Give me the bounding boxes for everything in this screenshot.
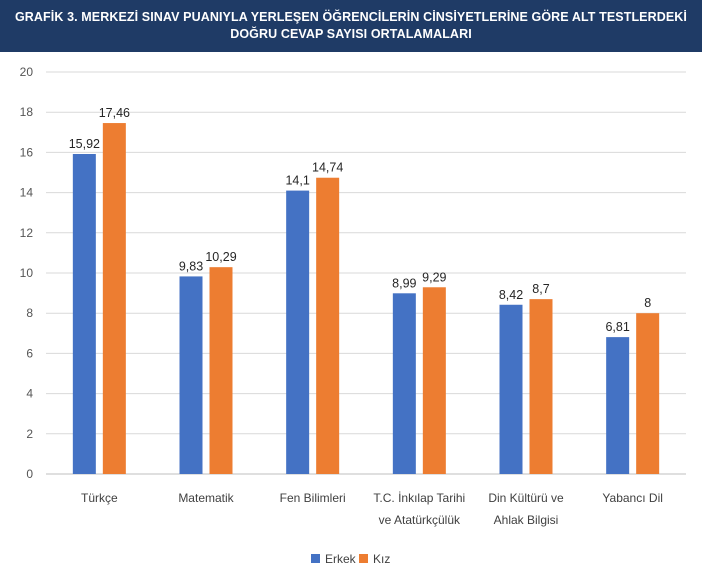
bar xyxy=(636,313,660,474)
x-category-label: T.C. İnkılap Tarihi xyxy=(373,491,465,505)
y-tick-label: 14 xyxy=(20,186,34,200)
y-tick-label: 8 xyxy=(26,306,33,320)
bar xyxy=(499,304,523,474)
y-tick-label: 18 xyxy=(20,105,34,119)
x-category-label: Matematik xyxy=(178,491,234,505)
x-category-label: Türkçe xyxy=(81,491,118,505)
y-tick-label: 4 xyxy=(26,387,33,401)
y-tick-label: 6 xyxy=(26,346,33,360)
data-label: 8,7 xyxy=(532,282,549,296)
legend-label: Kız xyxy=(373,552,390,566)
y-tick-label: 0 xyxy=(26,467,33,481)
legend-swatch xyxy=(311,554,320,563)
data-label: 10,29 xyxy=(205,250,236,264)
x-category-label: Ahlak Bilgisi xyxy=(494,513,559,527)
data-label: 14,74 xyxy=(312,161,343,175)
x-category-label: Fen Bilimleri xyxy=(280,491,346,505)
bar xyxy=(286,190,310,474)
data-label: 6,81 xyxy=(605,320,629,334)
x-category-label: ve Atatürkçülük xyxy=(379,513,461,527)
bar xyxy=(179,276,203,474)
chart-title-line-1: GRAFİK 3. MERKEZİ SINAV PUANIYLA YERLEŞE… xyxy=(14,10,688,24)
data-label: 15,92 xyxy=(69,137,100,151)
data-label: 14,1 xyxy=(285,174,309,188)
y-tick-label: 12 xyxy=(20,226,34,240)
data-label: 8,99 xyxy=(392,276,416,290)
data-label: 17,46 xyxy=(99,106,130,120)
bar xyxy=(209,267,233,474)
bar xyxy=(529,299,553,474)
bar xyxy=(422,287,446,474)
bar xyxy=(102,123,126,474)
chart-title: GRAFİK 3. MERKEZİ SINAV PUANIYLA YERLEŞE… xyxy=(0,0,702,52)
bar xyxy=(72,154,96,474)
data-label: 9,29 xyxy=(422,270,446,284)
chart-title-line-2: DOĞRU CEVAP SAYISI ORTALAMALARI xyxy=(230,27,472,41)
bar xyxy=(606,337,630,474)
bar xyxy=(392,293,416,474)
x-category-label: Yabancı Dil xyxy=(602,491,662,505)
data-label: 9,83 xyxy=(179,259,203,273)
data-label: 8 xyxy=(644,296,651,310)
bar-chart: 0 2 4 6 8 10 12 14 16 18 20 15,92 9,83 14,1 8,99 8,42 6,… xyxy=(20,65,686,566)
y-tick-label: 10 xyxy=(20,266,34,280)
y-tick-label: 2 xyxy=(26,427,33,441)
y-tick-label: 20 xyxy=(20,65,34,79)
legend-swatch xyxy=(359,554,368,563)
bar xyxy=(316,177,340,474)
x-category-label: Din Kültürü ve xyxy=(488,491,564,505)
legend-label: Erkek xyxy=(325,552,357,566)
data-label: 8,42 xyxy=(499,288,523,302)
y-tick-label: 16 xyxy=(20,145,34,159)
